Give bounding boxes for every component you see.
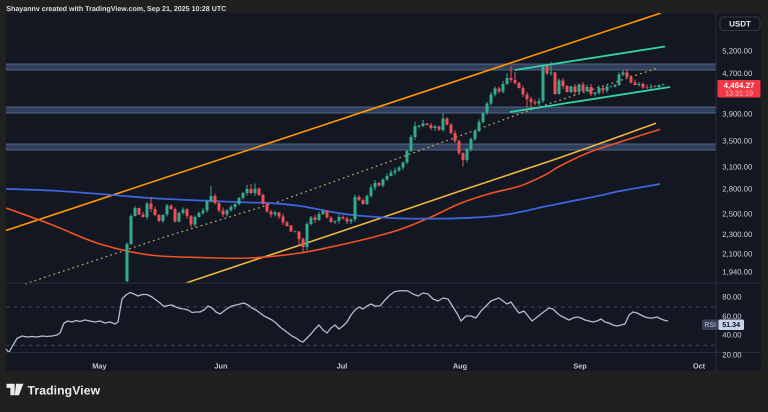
svg-text:TradingView: TradingView — [28, 384, 101, 398]
svg-text:3,900.00: 3,900.00 — [722, 110, 752, 119]
svg-text:2,300.00: 2,300.00 — [722, 230, 752, 239]
svg-text:4,464.27: 4,464.27 — [724, 81, 755, 90]
svg-text:1,940.00: 1,940.00 — [722, 268, 752, 277]
svg-text:Sep: Sep — [573, 362, 587, 371]
svg-text:80.00: 80.00 — [722, 293, 741, 302]
svg-text:51.34: 51.34 — [722, 320, 740, 329]
svg-text:Oct: Oct — [693, 362, 706, 371]
svg-text:Shayannv created with TradingV: Shayannv created with TradingView.com, S… — [6, 5, 226, 13]
svg-text:Aug: Aug — [453, 362, 468, 371]
svg-text:5,200.00: 5,200.00 — [722, 47, 752, 56]
svg-text:60.00: 60.00 — [722, 312, 741, 321]
svg-text:Jul: Jul — [337, 362, 348, 371]
svg-text:3,100.00: 3,100.00 — [722, 163, 752, 172]
svg-text:Jun: Jun — [214, 362, 228, 371]
svg-text:40.00: 40.00 — [722, 331, 741, 340]
svg-text:2,500.00: 2,500.00 — [722, 210, 752, 219]
svg-text:4,700.00: 4,700.00 — [722, 69, 752, 78]
svg-text:20.00: 20.00 — [722, 351, 741, 360]
svg-text:RSI: RSI — [704, 322, 716, 329]
svg-text:13:31:19: 13:31:19 — [725, 89, 753, 98]
svg-text:May: May — [92, 362, 107, 371]
svg-text:2,800.00: 2,800.00 — [722, 185, 752, 194]
svg-text:2,100.00: 2,100.00 — [722, 250, 752, 259]
svg-text:3,500.00: 3,500.00 — [722, 137, 752, 146]
svg-text:USDT: USDT — [729, 19, 751, 28]
